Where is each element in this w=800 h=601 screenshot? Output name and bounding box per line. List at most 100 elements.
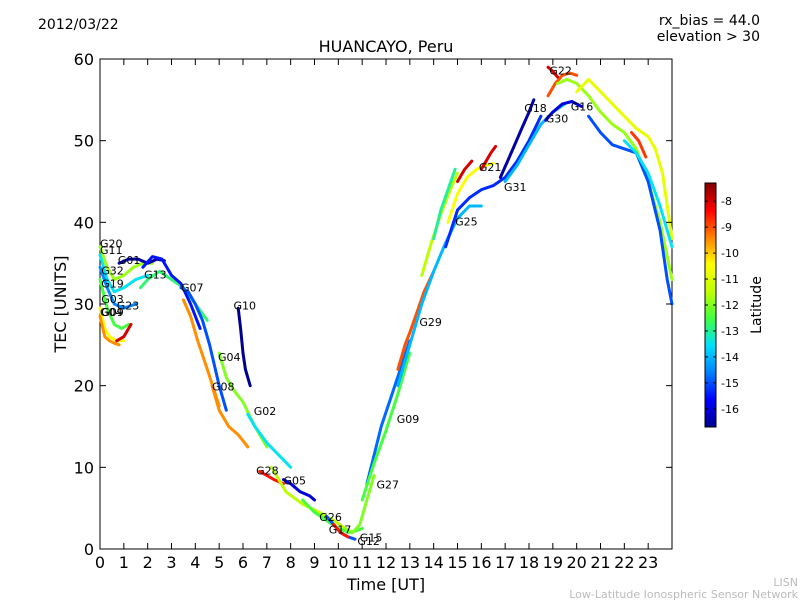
series-line-g23 xyxy=(115,322,133,343)
sat-label-g12: G12 xyxy=(357,535,380,548)
sat-label-g23: G23 xyxy=(117,300,140,313)
x-tick-label: 7 xyxy=(262,553,272,572)
series-line-g21c xyxy=(479,144,498,171)
date-label: 2012/03/22 xyxy=(38,17,119,33)
series-line-g31 xyxy=(444,114,543,249)
series-line-g09 xyxy=(360,351,412,502)
sat-label-g22: G22 xyxy=(549,64,572,77)
x-tick-label: 12 xyxy=(376,553,396,572)
sat-label-g09: G09 xyxy=(397,413,420,426)
sat-label-g02: G02 xyxy=(254,405,277,418)
series-line-g29b xyxy=(396,204,483,388)
sat-label-g01: G01 xyxy=(118,254,141,267)
series-line-g11 xyxy=(98,253,150,294)
x-tick-label: 5 xyxy=(214,553,224,572)
series-line-g08 xyxy=(210,384,250,449)
sat-label-g04: G04 xyxy=(100,306,123,319)
x-tick-label: 13 xyxy=(400,553,420,572)
rx-bias-label: rx_bias = 44.0 xyxy=(658,13,760,29)
elevation-label: elevation > 30 xyxy=(656,29,760,45)
sat-label-g07: G07 xyxy=(181,282,204,295)
x-tick-label: 3 xyxy=(166,553,176,572)
sat-label-g15: G15 xyxy=(360,532,383,545)
x-tick-label: 14 xyxy=(423,553,443,572)
series-line-g32 xyxy=(98,265,138,310)
x-tick-label: 21 xyxy=(590,553,610,572)
series-line-g22b xyxy=(546,65,560,79)
x-tick-label: 17 xyxy=(495,553,515,572)
credit-long: Low-Latitude Ionospheric Sensor Network xyxy=(569,588,798,601)
sat-label-g26: G26 xyxy=(319,511,342,524)
y-tick-label: 0 xyxy=(84,540,94,559)
sat-label-g08: G08 xyxy=(212,381,235,394)
x-axis-label: Time [UT] xyxy=(346,575,425,594)
series-line-g21b xyxy=(456,159,474,183)
series-line-g02 xyxy=(246,412,293,469)
sat-label-g31: G31 xyxy=(504,181,527,194)
sat-label-g09: G09 xyxy=(101,306,124,319)
series-line-g10 xyxy=(236,306,252,388)
series-line-g13b xyxy=(141,255,202,330)
y-tick-label: 40 xyxy=(74,213,94,232)
sat-label-g28: G28 xyxy=(256,465,279,478)
sat-label-g29: G29 xyxy=(419,316,442,329)
x-tick-label: 22 xyxy=(614,553,634,572)
series-line-g04 xyxy=(98,314,121,347)
series-line-g21 xyxy=(446,162,495,224)
sat-label-g18: G18 xyxy=(524,102,547,115)
axes-group: 0 1 2 3 4 5 6 7 8 9 10 11 12 13 14 15 16 17 18 19 20 21 22 2301… xyxy=(74,50,672,572)
x-tick-label: 23 xyxy=(638,553,658,572)
y-tick-label: 60 xyxy=(74,50,94,69)
series-line-g12 xyxy=(332,523,350,539)
sat-label-g05: G05 xyxy=(284,474,307,487)
x-tick-label: 18 xyxy=(519,553,539,572)
sat-label-g27: G27 xyxy=(377,479,400,492)
sat-label-g16: G16 xyxy=(571,100,594,113)
sat-label-g30: G30 xyxy=(546,113,569,126)
series-line-g16d xyxy=(622,139,674,249)
sat-label-g20: G20 xyxy=(100,238,123,251)
colorbar-tick-label: -10 xyxy=(721,247,739,260)
colorbar-tick-label: -15 xyxy=(721,377,739,390)
x-tick-label: 2 xyxy=(143,553,153,572)
x-tick-label: 1 xyxy=(119,553,129,572)
x-tick-label: 16 xyxy=(471,553,491,572)
series-line-g30 xyxy=(544,100,583,122)
x-tick-label: 15 xyxy=(447,553,467,572)
colorbar-tick-label: -8 xyxy=(721,195,732,208)
x-tick-label: 0 xyxy=(95,553,105,572)
colorbar-label: Latitude xyxy=(749,276,765,334)
y-tick-label: 20 xyxy=(74,377,94,396)
sat-label-g19: G19 xyxy=(101,278,124,291)
series-line-g27 xyxy=(365,339,412,486)
sat-label-g25: G25 xyxy=(455,216,478,229)
y-tick-label: 10 xyxy=(74,458,94,477)
series-line-g16c xyxy=(575,77,674,241)
series-line-g15 xyxy=(344,474,376,535)
colorbar-tick-label: -12 xyxy=(721,299,739,312)
colorbar-tick-label: -11 xyxy=(721,273,739,286)
y-tick-label: 50 xyxy=(74,132,94,151)
series-line-g22 xyxy=(546,71,579,98)
x-tick-label: 6 xyxy=(238,553,248,572)
x-tick-label: 10 xyxy=(328,553,348,572)
chart-title: HUANCAYO, Peru xyxy=(318,37,454,56)
x-tick-label: 8 xyxy=(286,553,296,572)
sat-label-group: G20G11G01G32G19G03G23G04G09G13G07G10G04G… xyxy=(100,64,593,547)
x-tick-label: 4 xyxy=(190,553,200,572)
sat-label-g10: G10 xyxy=(234,300,257,313)
colorbar-tick-label: -14 xyxy=(721,351,739,364)
sat-label-g03: G03 xyxy=(101,293,124,306)
colorbar-tick-label: -13 xyxy=(721,325,739,338)
sat-label-g32: G32 xyxy=(101,265,124,278)
sat-label-g21: G21 xyxy=(479,161,502,174)
series-line-g29 xyxy=(396,269,436,371)
sat-label-g13: G13 xyxy=(144,269,167,282)
x-tick-label: 9 xyxy=(309,553,319,572)
colorbar-tick-label: -9 xyxy=(721,221,732,234)
colorbar-tick-label: -16 xyxy=(721,403,739,416)
series-line-g19 xyxy=(98,278,131,330)
x-tick-label: 20 xyxy=(566,553,586,572)
series-line-g25b xyxy=(432,167,457,241)
